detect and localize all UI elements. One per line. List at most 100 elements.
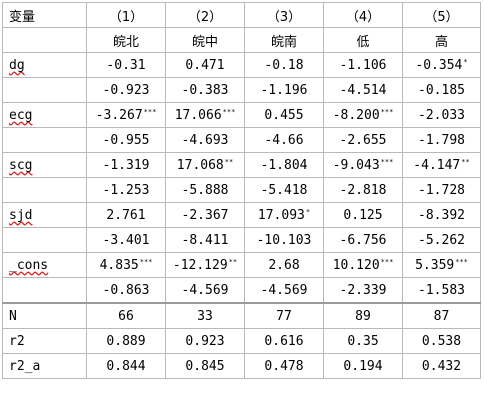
- stat-value: 0.432: [402, 353, 481, 379]
- coef-cell: 0.455: [244, 102, 324, 128]
- stat-row-r2-a: r2_a 0.844 0.845 0.478 0.194 0.432: [2, 353, 481, 379]
- stat-value: 0.845: [165, 353, 245, 379]
- significance-stars: **: [228, 257, 238, 266]
- se-row-sjd: -3.401 -8.411 -10.103 -6.756 -5.262: [2, 227, 481, 253]
- stat-value: 0.478: [244, 353, 324, 379]
- se-row-scg: -1.253 -5.888 -5.418 -2.818 -1.728: [2, 177, 481, 203]
- se-cell: -0.923: [86, 77, 166, 103]
- se-cell: -3.401: [86, 227, 166, 253]
- se-cell: -5.262: [402, 227, 481, 253]
- stat-value: 0.616: [244, 328, 324, 354]
- coef-cell: 0.125: [323, 202, 403, 228]
- coef-cell: 2.68: [244, 252, 324, 278]
- coef-cell: -0.18: [244, 52, 324, 78]
- model-number-4: （4）: [323, 2, 403, 28]
- model-number-5: （5）: [402, 2, 481, 28]
- coef-value: -2.033: [418, 107, 465, 123]
- se-cell: -0.863: [86, 277, 166, 304]
- coef-value: -3.267: [95, 107, 143, 123]
- coef-value: 0.471: [185, 57, 225, 73]
- coef-row-scg: scg -1.319 17.068** -1.804 -9.043*** -4.147**: [2, 152, 481, 178]
- variable-name: scg: [9, 157, 33, 173]
- coef-cell: 17.093*: [244, 202, 324, 228]
- stat-value: 0.844: [86, 353, 166, 379]
- model-number-3: （3）: [244, 2, 324, 28]
- coef-value: 0.125: [343, 207, 383, 223]
- coef-value: -9.043: [332, 157, 380, 173]
- coef-cell: -9.043***: [323, 152, 403, 178]
- coef-cell: -1.804: [244, 152, 324, 178]
- se-cell: -8.411: [165, 227, 245, 253]
- stat-value: 0.923: [165, 328, 245, 354]
- stat-value: 33: [165, 302, 245, 329]
- se-cell: -1.253: [86, 177, 166, 203]
- coef-cell: -12.129**: [165, 252, 245, 278]
- coef-value: -1.319: [102, 157, 150, 173]
- se-label-blank: [2, 177, 87, 203]
- coef-value: -1.804: [260, 157, 308, 173]
- se-cell: -1.798: [402, 127, 481, 153]
- stat-name: N: [9, 308, 17, 324]
- coef-cell: 4.835***: [86, 252, 166, 278]
- se-label-blank: [2, 127, 87, 153]
- se-row-cons: -0.863 -4.569 -4.569 -2.339 -1.583: [2, 277, 481, 304]
- significance-stars: *: [463, 57, 468, 66]
- stat-row-r2: r2 0.889 0.923 0.616 0.35 0.538: [2, 328, 481, 354]
- se-cell: -2.655: [323, 127, 403, 153]
- se-cell: -0.185: [402, 77, 481, 103]
- group-name-1: 皖北: [86, 27, 166, 53]
- coef-cell: 5.359***: [402, 252, 481, 278]
- coef-cell: 17.068**: [165, 152, 245, 178]
- stat-value: 0.35: [323, 328, 403, 354]
- se-cell: -6.756: [323, 227, 403, 253]
- variable-name: dg: [9, 57, 25, 73]
- se-cell: -0.955: [86, 127, 166, 153]
- stat-value: 89: [323, 302, 403, 329]
- coef-cell: -2.033: [402, 102, 481, 128]
- coef-cell: -4.147**: [402, 152, 481, 178]
- se-label-blank: [2, 277, 87, 304]
- significance-stars: ***: [143, 107, 157, 116]
- coef-cell: -8.392: [402, 202, 481, 228]
- coef-value: -4.147: [413, 157, 461, 173]
- coef-value: -2.367: [181, 207, 229, 223]
- se-cell: -2.339: [323, 277, 403, 304]
- group-name-4: 低: [323, 27, 403, 53]
- coef-value: 10.120: [332, 257, 380, 273]
- significance-stars: **: [224, 157, 234, 166]
- coef-value: 5.359: [415, 257, 455, 273]
- coef-cell: -0.31: [86, 52, 166, 78]
- model-number-1: （1）: [86, 2, 166, 28]
- coef-row-ecg: ecg -3.267*** 17.066*** 0.455 -8.200*** -2.03…: [2, 102, 481, 128]
- significance-stars: ***: [380, 157, 394, 166]
- regression-table-body: 变量 （1） （2） （3） （4） （5） 皖北 皖中 皖南 低 高 dg -0…: [2, 2, 481, 379]
- coef-value: -0.18: [264, 57, 304, 73]
- variable-name: ecg: [9, 107, 33, 123]
- se-row-dg: -0.923 -0.383 -1.196 -4.514 -0.185: [2, 77, 481, 103]
- se-cell: -10.103: [244, 227, 324, 253]
- coef-value: 17.093: [257, 207, 305, 223]
- stat-name: r2_a: [9, 358, 41, 374]
- coef-value: 17.066: [174, 107, 222, 123]
- coef-row-sjd: sjd 2.761 -2.367 17.093* 0.125 -8.392: [2, 202, 481, 228]
- se-cell: -4.514: [323, 77, 403, 103]
- se-cell: -0.383: [165, 77, 245, 103]
- coef-value: -12.129: [172, 257, 228, 273]
- se-label-blank: [2, 77, 87, 103]
- se-cell: -4.569: [165, 277, 245, 304]
- stat-label: N: [2, 302, 87, 329]
- variable-name: _cons: [9, 257, 49, 273]
- coef-cell: -2.367: [165, 202, 245, 228]
- coef-value: 4.835: [99, 257, 139, 273]
- se-label-blank: [2, 227, 87, 253]
- coef-cell: -3.267***: [86, 102, 166, 128]
- coef-cell: 2.761: [86, 202, 166, 228]
- stat-value: 0.194: [323, 353, 403, 379]
- stat-value: 0.538: [402, 328, 481, 354]
- stat-value: 77: [244, 302, 324, 329]
- significance-stars: ***: [380, 257, 394, 266]
- se-cell: -1.728: [402, 177, 481, 203]
- header-row-model-numbers: 变量 （1） （2） （3） （4） （5）: [2, 2, 481, 28]
- se-cell: -2.818: [323, 177, 403, 203]
- stat-label: r2_a: [2, 353, 87, 379]
